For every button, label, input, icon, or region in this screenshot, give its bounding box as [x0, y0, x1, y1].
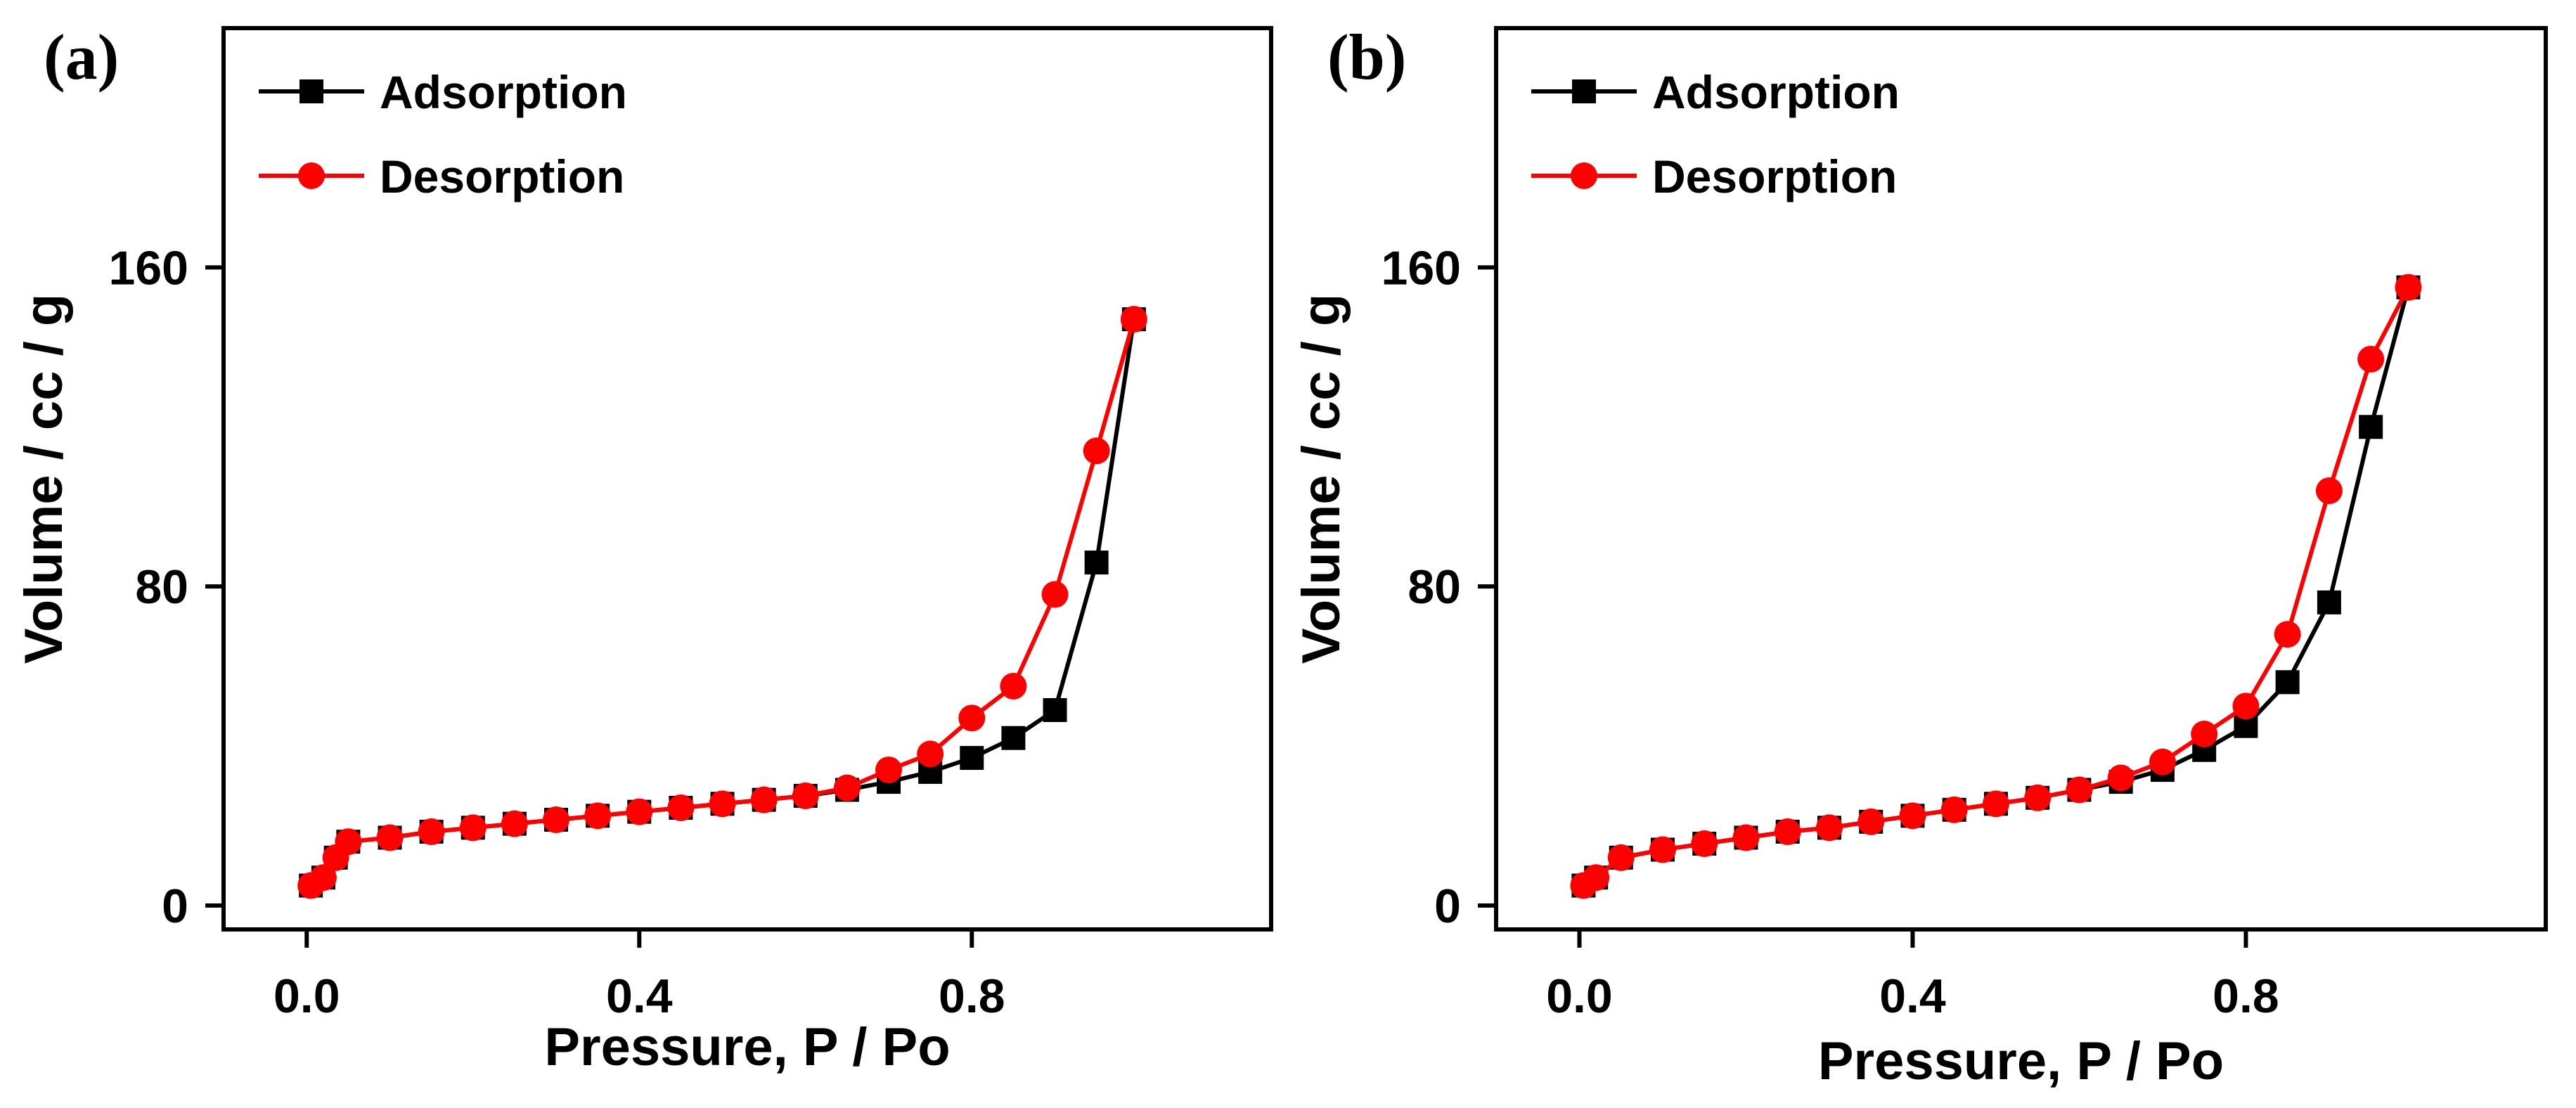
desorption-point [1774, 818, 1801, 846]
series-line-desorption [1582, 286, 2411, 888]
y-tick-label: 0 [162, 880, 188, 933]
panel-a: (a) 0.0 0.4 0.8 0 80 160 Pressure, P / Po Volume… [14, 21, 1273, 1077]
desorption-point [309, 864, 337, 891]
desorption-point [917, 740, 944, 768]
adsorption-point [1084, 550, 1109, 575]
legend-label: Adsorption [1652, 66, 1900, 118]
desorption-point [792, 782, 819, 809]
desorption-point [1982, 790, 2009, 818]
desorption-point [2107, 764, 2134, 792]
y-tick-label: 80 [1408, 560, 1461, 614]
desorption-point [584, 802, 612, 830]
desorption-point [2232, 692, 2260, 720]
y-axis-label: Volume / cc / g [14, 294, 74, 664]
adsorption-point [1001, 726, 1026, 750]
desorption-point [1041, 581, 1069, 608]
desorption-point [2149, 748, 2176, 775]
y-tick-label: 0 [1434, 880, 1461, 933]
panel-label: (a) [44, 21, 119, 93]
desorption-point [543, 806, 570, 834]
desorption-point [1857, 808, 1885, 835]
desorption-point [1815, 814, 1843, 842]
desorption-point [1691, 830, 1718, 858]
legend-marker-square [300, 79, 323, 103]
panel-b: (b) 0.0 0.4 0.8 0 80 160 Pressure, P / Po Volume… [1292, 21, 2548, 1091]
desorption-point [2395, 273, 2422, 301]
desorption-point [2024, 784, 2052, 811]
desorption-point [1000, 672, 1027, 700]
desorption-point [501, 810, 528, 837]
adsorption-point [1043, 698, 1067, 723]
legend-marker-circle [298, 162, 325, 189]
desorption-point [750, 786, 778, 813]
desorption-point [459, 814, 487, 842]
desorption-point [958, 704, 986, 732]
desorption-point [418, 818, 445, 846]
y-tick-label: 160 [1382, 241, 1461, 295]
legend-label: Adsorption [380, 66, 627, 118]
desorption-point [1899, 802, 1926, 830]
x-tick-label: 0.4 [606, 970, 673, 1023]
plot-frame [1494, 26, 2548, 932]
desorption-point [1083, 437, 1110, 465]
desorption-point [709, 790, 736, 818]
desorption-point [667, 794, 695, 821]
adsorption-point [2359, 415, 2383, 439]
desorption-point [2066, 776, 2093, 804]
y-tick-label: 80 [135, 560, 188, 614]
x-tick-label: 0.4 [1879, 970, 1946, 1023]
desorption-point [1583, 864, 1610, 891]
y-axis-label: Volume / cc / g [1292, 294, 1351, 664]
panel-label: (b) [1327, 21, 1406, 93]
desorption-point [626, 798, 653, 825]
x-tick-label: 0.0 [273, 970, 340, 1023]
desorption-point [376, 824, 404, 851]
x-axis-label: Pressure, P / Po [1818, 1031, 2224, 1091]
adsorption-point [2275, 670, 2300, 695]
y-tick-label: 160 [109, 241, 188, 295]
x-tick-label: 0.8 [939, 970, 1005, 1023]
adsorption-point [2317, 590, 2341, 614]
plot-frame [221, 26, 1273, 932]
desorption-point [1940, 796, 1968, 823]
adsorption-point [960, 746, 984, 771]
x-tick-label: 0.0 [1546, 970, 1613, 1023]
desorption-point [833, 774, 861, 801]
desorption-point [1732, 824, 1760, 851]
desorption-point [2274, 621, 2301, 648]
x-tick-label: 0.8 [2213, 970, 2279, 1023]
legend-marker-circle [1571, 162, 1597, 189]
desorption-point [2315, 477, 2343, 505]
desorption-point [1649, 836, 1676, 863]
legend-label: Desorption [380, 150, 624, 202]
desorption-point [2191, 721, 2218, 748]
desorption-point [2357, 345, 2385, 373]
desorption-point [1120, 306, 1147, 333]
x-axis-label: Pressure, P / Po [544, 1017, 950, 1077]
desorption-point [875, 756, 903, 784]
desorption-point [1607, 844, 1635, 871]
desorption-point [335, 828, 362, 856]
legend-marker-square [1572, 79, 1596, 103]
legend-label: Desorption [1652, 150, 1897, 202]
